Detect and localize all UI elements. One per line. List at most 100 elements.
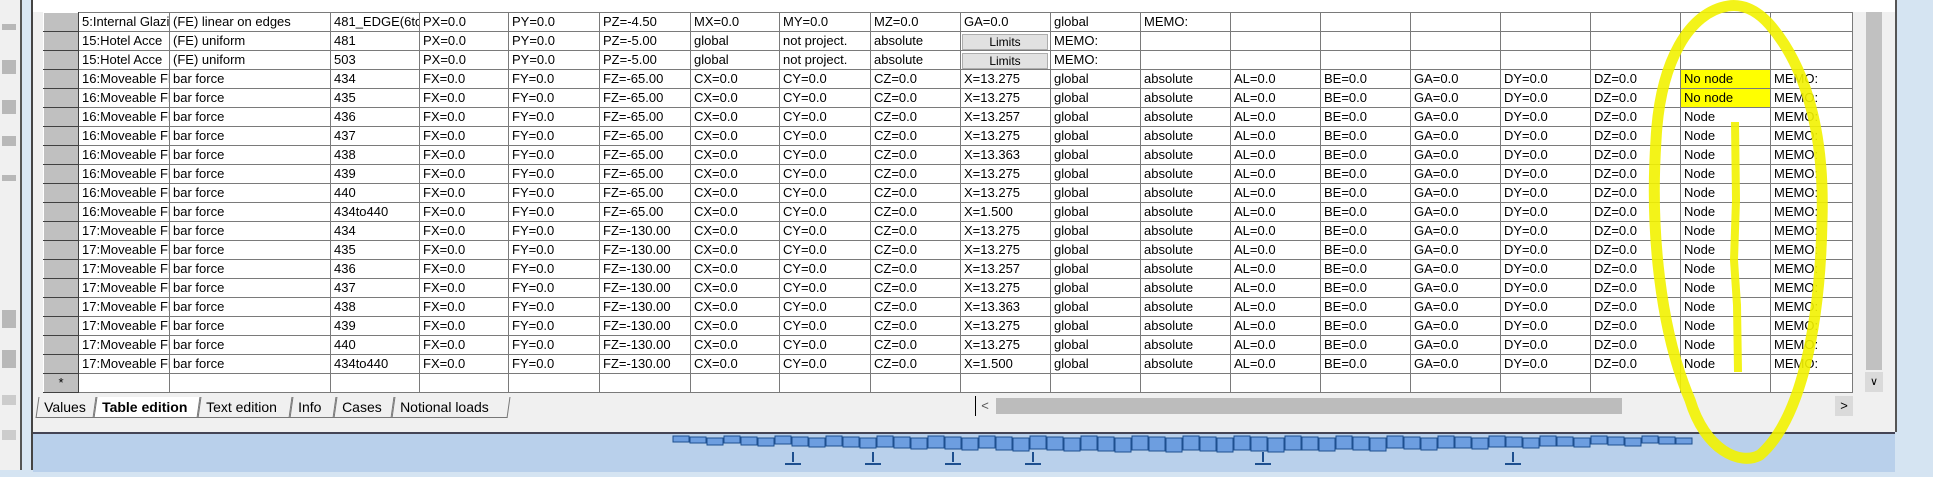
table-cell[interactable]: X=13.275: [960, 240, 1051, 260]
table-cell[interactable]: DY=0.0: [1500, 240, 1591, 260]
table-cell[interactable]: MEMO:: [1770, 354, 1853, 374]
table-cell[interactable]: PZ=-4.50: [599, 12, 691, 32]
table-cell[interactable]: [1410, 12, 1501, 32]
table-cell[interactable]: AL=0.0: [1230, 126, 1321, 146]
table-cell[interactable]: [1590, 31, 1681, 51]
table-cell[interactable]: DZ=0.0: [1590, 126, 1681, 146]
table-cell[interactable]: FX=0.0: [419, 164, 509, 184]
table-cell[interactable]: FZ=-130.00: [599, 278, 691, 298]
table-cell[interactable]: DZ=0.0: [1590, 240, 1681, 260]
table-cell[interactable]: GA=0.0: [1410, 259, 1501, 279]
table-cell[interactable]: 16:Moveable Fl: [78, 69, 170, 89]
table-cell[interactable]: CY=0.0: [779, 107, 871, 127]
table-cell[interactable]: FX=0.0: [419, 297, 509, 317]
table-row[interactable]: 17:Moveable Fl bar force 434to440 FX=0.0 FY=…: [43, 354, 1853, 374]
table-cell[interactable]: MY=0.0: [779, 12, 871, 32]
table-cell[interactable]: [960, 373, 1051, 393]
table-cell[interactable]: CX=0.0: [690, 259, 780, 279]
table-row[interactable]: 16:Moveable Fl bar force 435 FX=0.0 FY=0.0 FZ…: [43, 88, 1853, 108]
table-cell[interactable]: 17:Moveable Fl: [78, 278, 170, 298]
table-cell[interactable]: FZ=-130.00: [599, 221, 691, 241]
table-cell[interactable]: CY=0.0: [779, 126, 871, 146]
table-cell[interactable]: No node: [1680, 88, 1771, 108]
table-cell[interactable]: MZ=0.0: [870, 12, 961, 32]
row-header[interactable]: [43, 259, 79, 279]
table-cell[interactable]: FX=0.0: [419, 221, 509, 241]
table-cell[interactable]: [1140, 50, 1231, 70]
table-cell[interactable]: DY=0.0: [1500, 145, 1591, 165]
table-cell[interactable]: FX=0.0: [419, 69, 509, 89]
row-header[interactable]: [43, 240, 79, 260]
table-cell[interactable]: CX=0.0: [690, 354, 780, 374]
table-cell[interactable]: PX=0.0: [419, 31, 509, 51]
table-cell[interactable]: 481: [330, 31, 420, 51]
table-cell[interactable]: Node: [1680, 202, 1771, 222]
table-cell[interactable]: absolute: [870, 50, 961, 70]
table-cell[interactable]: BE=0.0: [1320, 259, 1411, 279]
table-cell[interactable]: DY=0.0: [1500, 202, 1591, 222]
table-cell[interactable]: absolute: [1140, 240, 1231, 260]
table-cell[interactable]: DY=0.0: [1500, 259, 1591, 279]
table-cell[interactable]: CY=0.0: [779, 259, 871, 279]
table-cell[interactable]: FX=0.0: [419, 107, 509, 127]
row-header[interactable]: [43, 107, 79, 127]
table-cell[interactable]: DY=0.0: [1500, 69, 1591, 89]
row-header[interactable]: [43, 335, 79, 355]
table-cell[interactable]: PX=0.0: [419, 50, 509, 70]
table-cell[interactable]: 17:Moveable Fl: [78, 354, 170, 374]
table-cell[interactable]: AL=0.0: [1230, 183, 1321, 203]
table-cell[interactable]: global: [1050, 145, 1141, 165]
table-cell[interactable]: MEMO:: [1770, 259, 1853, 279]
table-cell[interactable]: FX=0.0: [419, 88, 509, 108]
table-cell[interactable]: bar force: [169, 221, 331, 241]
row-header[interactable]: [43, 12, 79, 32]
table-cell[interactable]: GA=0.0: [1410, 335, 1501, 355]
table-cell[interactable]: 434: [330, 221, 420, 241]
table-cell[interactable]: 16:Moveable Fl: [78, 126, 170, 146]
table-cell[interactable]: DZ=0.0: [1590, 145, 1681, 165]
table-cell[interactable]: CX=0.0: [690, 297, 780, 317]
table-cell[interactable]: AL=0.0: [1230, 202, 1321, 222]
table-cell[interactable]: BE=0.0: [1320, 335, 1411, 355]
table-cell[interactable]: 440: [330, 335, 420, 355]
table-cell[interactable]: AL=0.0: [1230, 278, 1321, 298]
row-header[interactable]: [43, 297, 79, 317]
table-cell[interactable]: global: [1050, 335, 1141, 355]
table-cell[interactable]: CZ=0.0: [870, 145, 961, 165]
table-cell[interactable]: BE=0.0: [1320, 164, 1411, 184]
table-cell[interactable]: X=13.275: [960, 164, 1051, 184]
table-cell[interactable]: global: [1050, 202, 1141, 222]
table-row[interactable]: 16:Moveable Fl bar force 434to440 FX=0.0 FY=…: [43, 202, 1853, 222]
table-cell[interactable]: bar force: [169, 316, 331, 336]
table-cell[interactable]: 438: [330, 297, 420, 317]
table-cell[interactable]: X=1.500: [960, 202, 1051, 222]
table-cell[interactable]: [1500, 50, 1591, 70]
table-cell[interactable]: BE=0.0: [1320, 297, 1411, 317]
table-cell[interactable]: FY=0.0: [508, 278, 600, 298]
table-row[interactable]: 17:Moveable Fl bar force 440 FX=0.0 FY=0.0 FZ…: [43, 335, 1853, 355]
table-cell[interactable]: FX=0.0: [419, 316, 509, 336]
scroll-left-button[interactable]: <: [981, 398, 989, 413]
table-cell[interactable]: 438: [330, 145, 420, 165]
table-cell[interactable]: DZ=0.0: [1590, 69, 1681, 89]
table-row[interactable]: 17:Moveable Fl bar force 434 FX=0.0 FY=0.0 FZ…: [43, 221, 1853, 241]
table-cell[interactable]: MEMO:: [1050, 31, 1141, 51]
table-cell[interactable]: 437: [330, 126, 420, 146]
table-row[interactable]: 15:Hotel Acce (FE) uniform 503 PX=0.0 PY=0.0…: [43, 50, 1853, 70]
table-cell[interactable]: [870, 373, 961, 393]
table-cell[interactable]: FX=0.0: [419, 183, 509, 203]
table-cell[interactable]: BE=0.0: [1320, 69, 1411, 89]
table-cell[interactable]: CX=0.0: [690, 316, 780, 336]
table-cell[interactable]: CZ=0.0: [870, 354, 961, 374]
table-cell[interactable]: DZ=0.0: [1590, 297, 1681, 317]
table-cell[interactable]: Node: [1680, 145, 1771, 165]
table-cell[interactable]: CZ=0.0: [870, 240, 961, 260]
row-header[interactable]: [43, 221, 79, 241]
table-cell[interactable]: DZ=0.0: [1590, 259, 1681, 279]
table-cell[interactable]: 434: [330, 69, 420, 89]
table-row[interactable]: 17:Moveable Fl bar force 437 FX=0.0 FY=0.0 FZ…: [43, 278, 1853, 298]
table-cell[interactable]: BE=0.0: [1320, 126, 1411, 146]
table-cell[interactable]: MEMO:: [1770, 164, 1853, 184]
table-cell[interactable]: PZ=-5.00: [599, 50, 691, 70]
table-cell[interactable]: CX=0.0: [690, 221, 780, 241]
